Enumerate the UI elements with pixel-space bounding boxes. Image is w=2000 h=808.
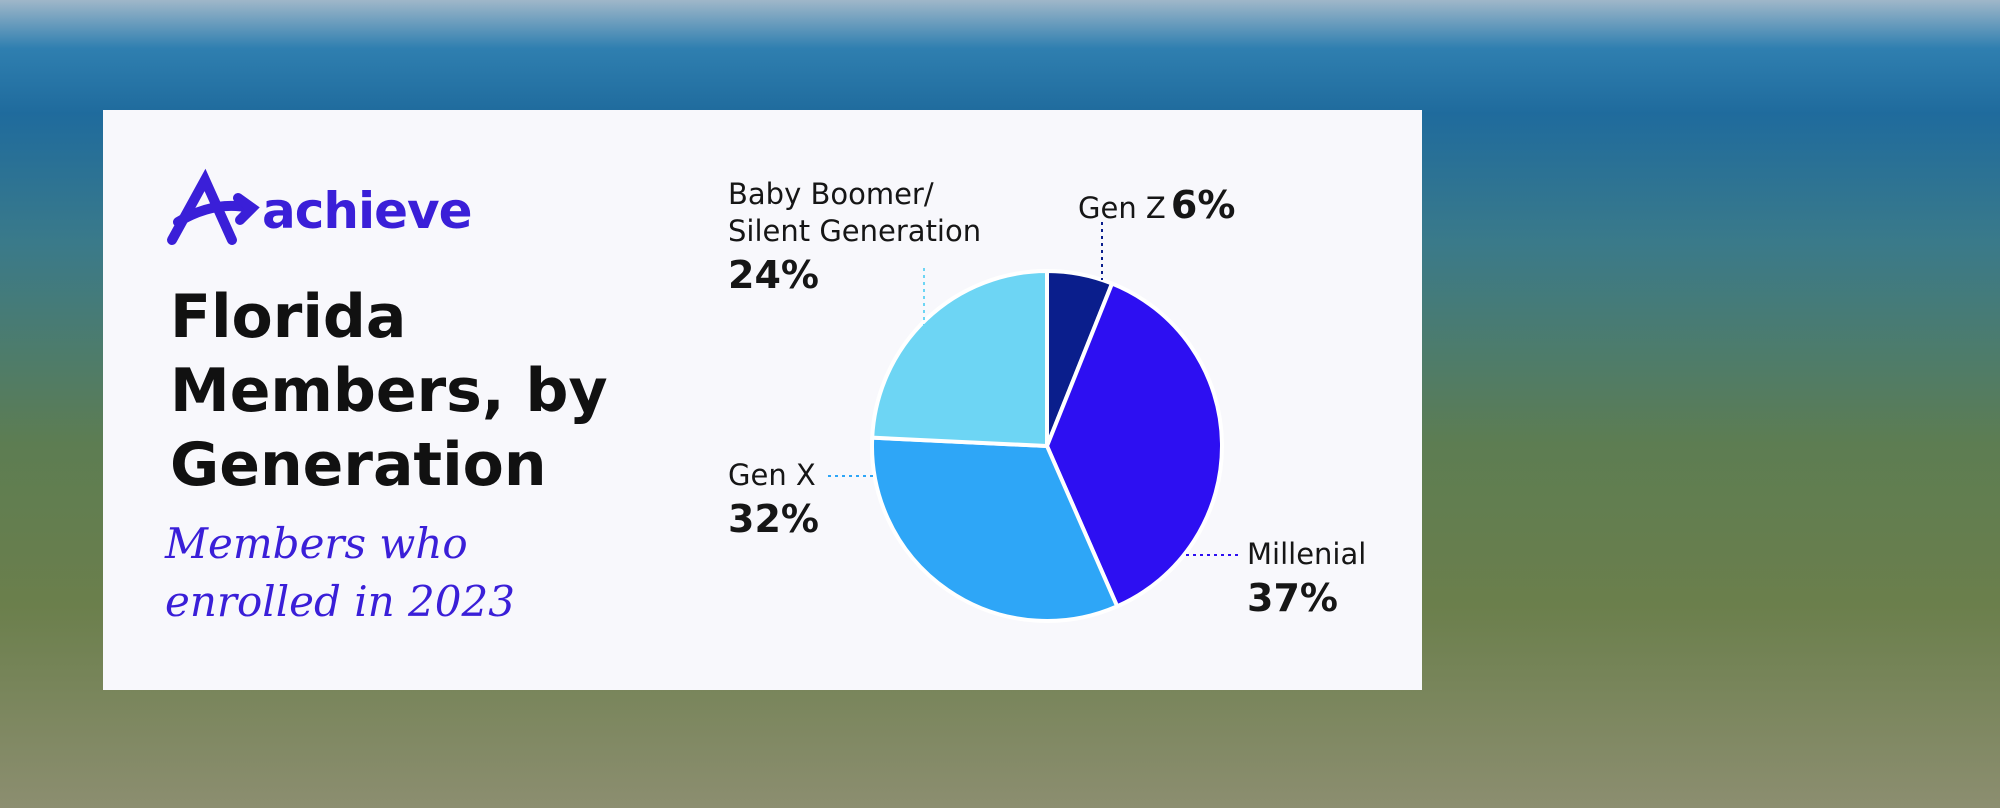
label-group: Gen X 32% [728, 457, 819, 544]
pie [870, 269, 1224, 623]
leader-lines [828, 222, 1240, 556]
pie-slice [870, 435, 1120, 623]
label-group: Baby Boomer/ Silent Generation 24% [728, 176, 1018, 300]
slice-label: Gen Z [1078, 191, 1166, 225]
slice-label: Millenial [1247, 537, 1367, 571]
label-group: Millenial 37% [1247, 536, 1366, 623]
value-label: 6% [1170, 183, 1236, 227]
slice-label: Baby Boomer/ Silent Generation [728, 177, 982, 248]
chart-title: Florida Members, by Generation [170, 282, 608, 500]
slice-label: Gen X [728, 458, 816, 492]
value-label: 37% [1247, 576, 1338, 620]
value-label: 32% [728, 497, 819, 541]
pie-slice [1045, 281, 1224, 609]
logo-icon [167, 168, 260, 245]
pie-slice [870, 269, 1049, 448]
logo-text: achieve [262, 182, 473, 240]
value-label: 24% [728, 253, 819, 297]
label-group: Gen Z 6% [1078, 180, 1235, 230]
chart-subtitle: Members who enrolled in 2023 [165, 519, 515, 626]
